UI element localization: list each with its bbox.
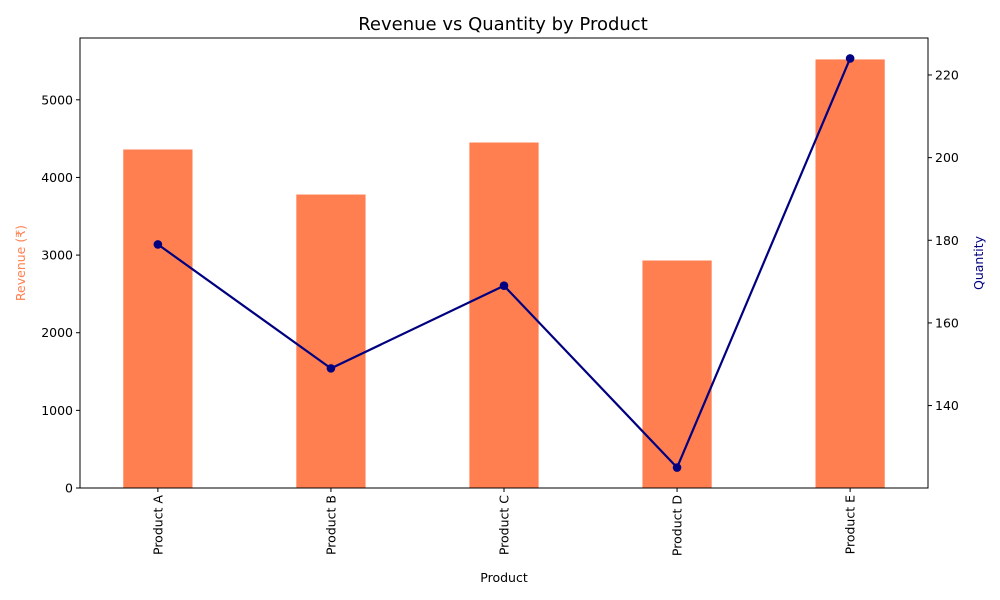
x-tick-label: Product C: [497, 495, 512, 555]
right-tick-label: 180: [935, 233, 959, 248]
x-axis: Product A Product B Product C Product D Prod…: [150, 488, 858, 556]
bar-product-d: [642, 260, 712, 488]
line-layer: [153, 54, 855, 472]
quantity-point-product-c: [499, 281, 509, 291]
chart-title: Revenue vs Quantity by Product: [358, 14, 648, 35]
bar-product-c: [469, 142, 539, 488]
right-tick-label: 200: [935, 150, 959, 165]
left-tick-label: 0: [65, 481, 73, 496]
y-axis-right-label: Quantity: [971, 235, 986, 290]
right-y-axis: 140 160 180 200 220: [928, 67, 959, 413]
left-tick-label: 5000: [41, 92, 73, 107]
left-tick-label: 1000: [41, 403, 73, 418]
left-tick-label: 2000: [41, 325, 73, 340]
right-tick-label: 140: [935, 398, 959, 413]
left-tick-label: 4000: [41, 170, 73, 185]
x-tick-label: Product A: [150, 495, 165, 555]
x-axis-label: Product: [480, 570, 528, 585]
left-tick-label: 3000: [41, 248, 73, 263]
y-axis-left-label: Revenue (₹): [13, 225, 28, 301]
quantity-point-product-a: [153, 240, 163, 249]
right-tick-label: 160: [935, 315, 959, 330]
x-tick-label: Product E: [843, 495, 858, 554]
x-tick-label: Product B: [323, 495, 338, 555]
bar-product-b: [296, 194, 366, 489]
quantity-point-product-b: [326, 364, 336, 373]
quantity-point-product-e: [845, 54, 855, 63]
bars-layer: [123, 59, 885, 489]
quantity-point-product-d: [672, 463, 682, 472]
x-tick-label: Product D: [670, 495, 685, 556]
bar-product-e: [815, 59, 885, 489]
bar-product-a: [123, 149, 193, 489]
left-y-axis: 0 1000 2000 3000 4000 5000: [41, 92, 80, 496]
right-tick-label: 220: [935, 67, 959, 82]
